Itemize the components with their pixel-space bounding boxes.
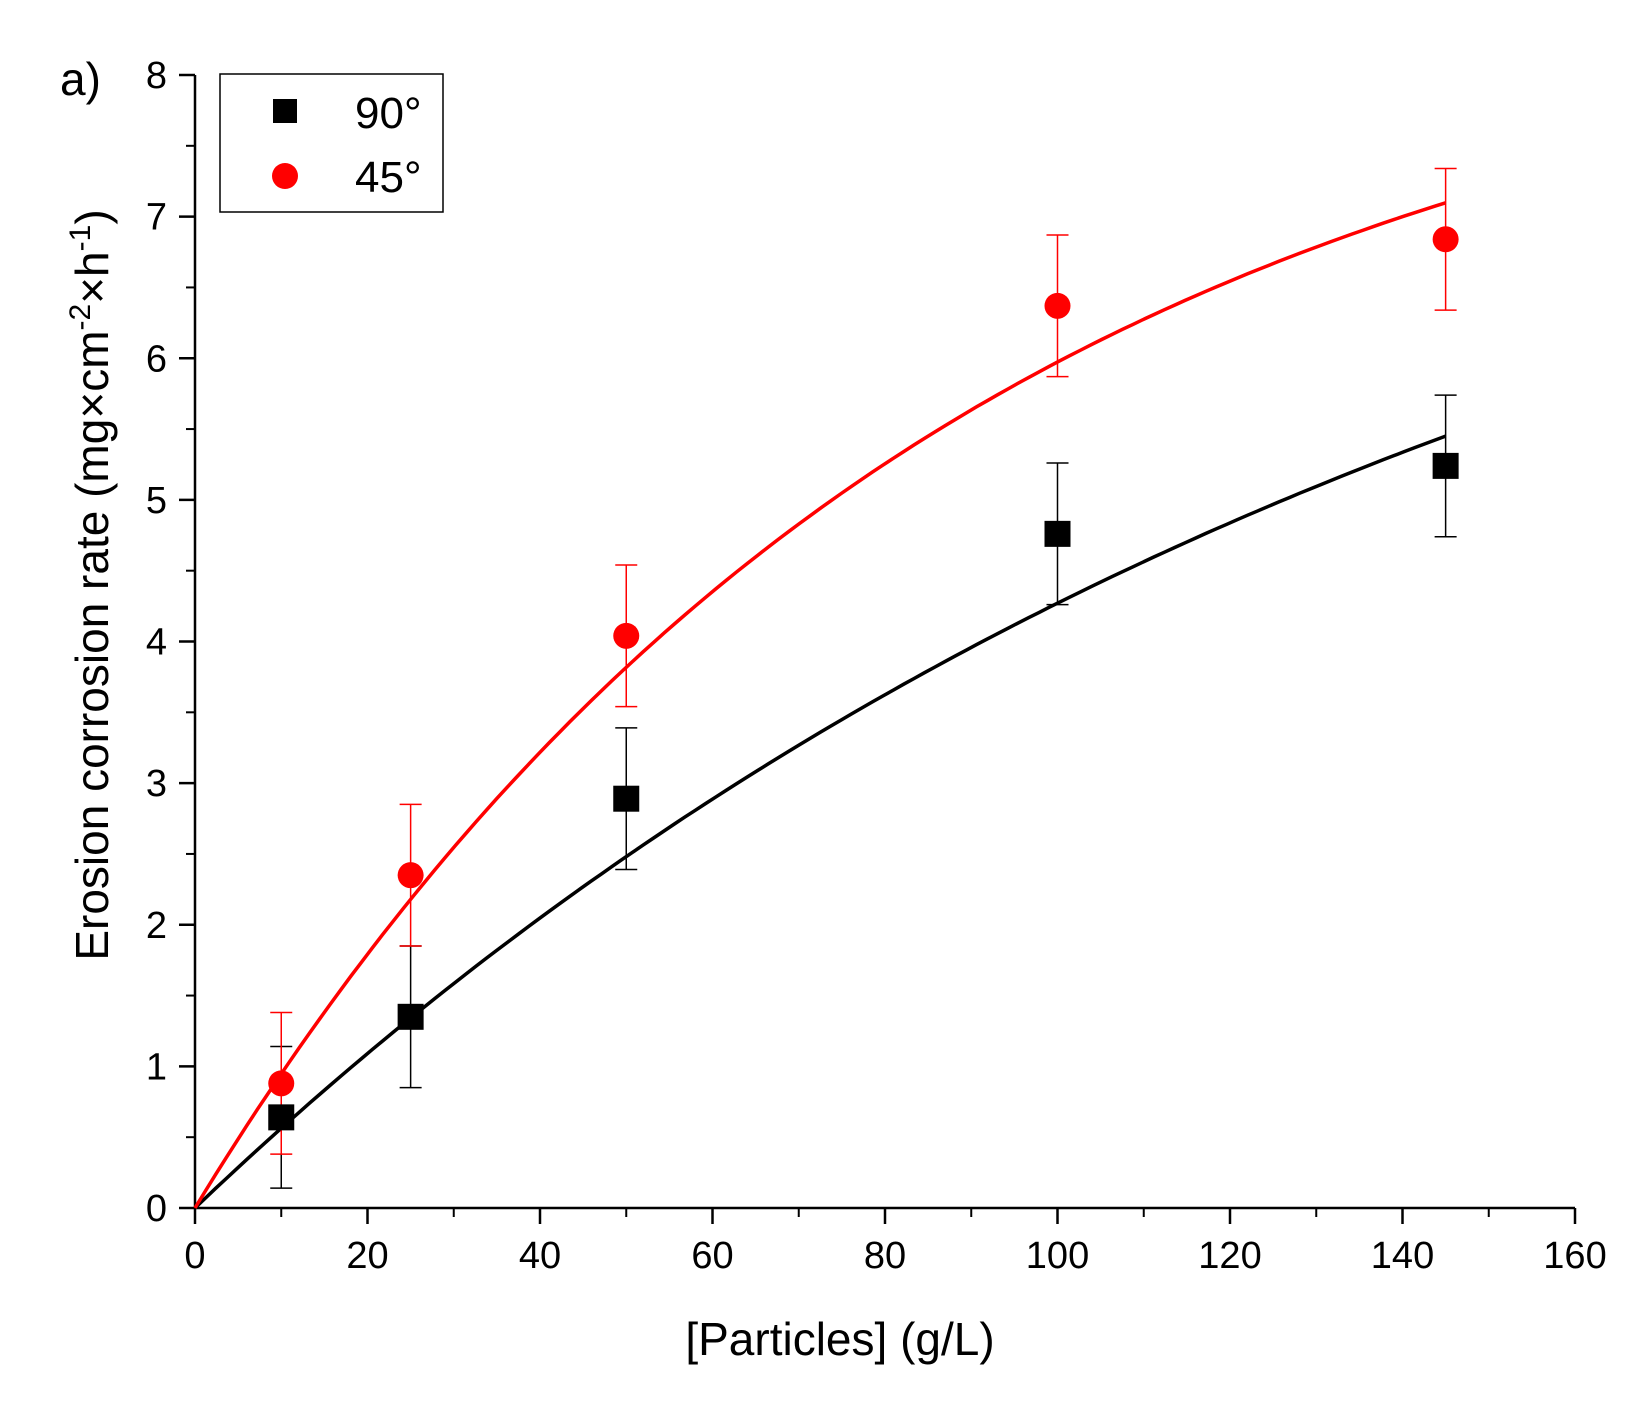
fit-curve-1 — [193, 201, 1447, 1209]
x-tick-label: 20 — [346, 1235, 388, 1277]
data-point-0 — [1044, 520, 1071, 547]
y-tick-label: 4 — [146, 622, 167, 664]
legend-label-90: 90° — [355, 89, 422, 138]
x-axis-ticks: 0 20 40 60 80 100 120 140 160 — [184, 1208, 1607, 1277]
data-point-0 — [397, 1003, 424, 1030]
y-axis-ticks: 0 1 2 3 4 5 6 7 8 — [146, 55, 195, 1230]
data-point-1 — [268, 1070, 295, 1097]
x-tick-label: 100 — [1026, 1235, 1089, 1277]
data-point-1 — [397, 862, 424, 889]
y-tick-label: 1 — [146, 1046, 167, 1088]
y-tick-label: 6 — [146, 338, 167, 380]
legend: 90° 45° — [219, 73, 444, 213]
x-axis-title: [Particles] (g/L) — [685, 1313, 994, 1365]
x-tick-label: 40 — [519, 1235, 561, 1277]
y-tick-label: 7 — [146, 197, 167, 239]
y-axis-title-sup1: -2 — [64, 304, 97, 331]
legend-label-45: 45° — [355, 153, 422, 202]
y-axis-title-end: ) — [66, 209, 118, 224]
legend-box — [219, 73, 444, 213]
axes — [193, 75, 1575, 1210]
data-point-1 — [613, 622, 640, 649]
panel-label: a) — [60, 53, 101, 105]
y-tick-label: 3 — [146, 763, 167, 805]
y-tick-label: 5 — [146, 480, 167, 522]
y-tick-label: 2 — [146, 905, 167, 947]
error-bars — [270, 167, 1457, 1189]
data-point-1 — [1044, 292, 1071, 319]
data-points — [268, 226, 1459, 1131]
y-tick-label: 0 — [146, 1188, 167, 1230]
y-tick-label: 8 — [146, 55, 167, 97]
x-tick-label: 160 — [1543, 1235, 1606, 1277]
y-axis-title-mid: ×h — [66, 251, 118, 303]
x-tick-label: 120 — [1198, 1235, 1261, 1277]
y-axis-title: Erosion corrosion rate (mg×cm-2×h-1) — [64, 209, 118, 960]
y-axis-title-sup2: -1 — [64, 225, 97, 252]
data-point-1 — [1432, 226, 1459, 253]
legend-marker-45 — [272, 163, 298, 189]
data-point-0 — [268, 1104, 295, 1131]
legend-marker-90 — [273, 99, 297, 123]
x-tick-label: 80 — [864, 1235, 906, 1277]
data-point-0 — [613, 785, 640, 812]
y-axis-title-base: Erosion corrosion rate (mg×cm — [66, 330, 118, 960]
data-point-0 — [1432, 452, 1459, 479]
fit-curve-0 — [193, 434, 1447, 1210]
fit-curves — [193, 201, 1447, 1210]
x-tick-label: 140 — [1371, 1235, 1434, 1277]
x-tick-label: 60 — [691, 1235, 733, 1277]
x-tick-label: 0 — [184, 1235, 205, 1277]
